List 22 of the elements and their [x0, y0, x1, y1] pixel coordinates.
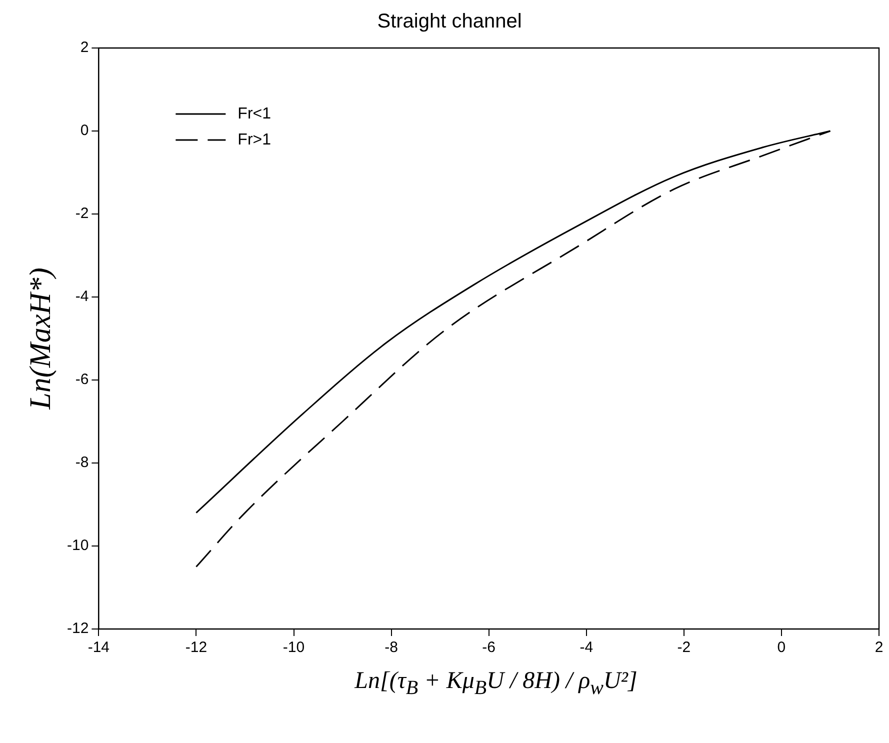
x-tick-label: -2	[677, 639, 691, 656]
y-tick-label: -10	[66, 537, 89, 554]
x-tick-label: 2	[874, 639, 884, 656]
y-axis-title: Ln(MaxH*)	[24, 268, 57, 410]
y-tick-label: -6	[75, 371, 89, 388]
y-tick-label: -4	[75, 288, 89, 306]
legend-label: Fr>1	[238, 131, 272, 148]
x-tick-label: 0	[777, 639, 786, 656]
x-tick-label: -10	[282, 639, 305, 656]
y-tick-label: 0	[80, 122, 89, 140]
y-tick-label: -8	[75, 454, 89, 472]
y-tick-label: 2	[80, 39, 89, 56]
legend-label: Fr<1	[238, 105, 272, 122]
x-tick-label: -6	[482, 639, 496, 656]
y-tick-label: -12	[66, 620, 89, 638]
x-axis-title: Ln[(τ$_{B}$ + Kμ$_{B}$U / 8H) / ρ$_{w}$U²]	[353, 668, 638, 700]
x-tick-label: -8	[384, 639, 398, 656]
y-tick-label: -2	[75, 205, 89, 222]
x-tick-label: -14	[88, 639, 110, 656]
x-tick-label: -12	[185, 639, 208, 656]
x-tick-label: -4	[580, 639, 594, 656]
chart-title: Straight channel	[377, 10, 522, 33]
